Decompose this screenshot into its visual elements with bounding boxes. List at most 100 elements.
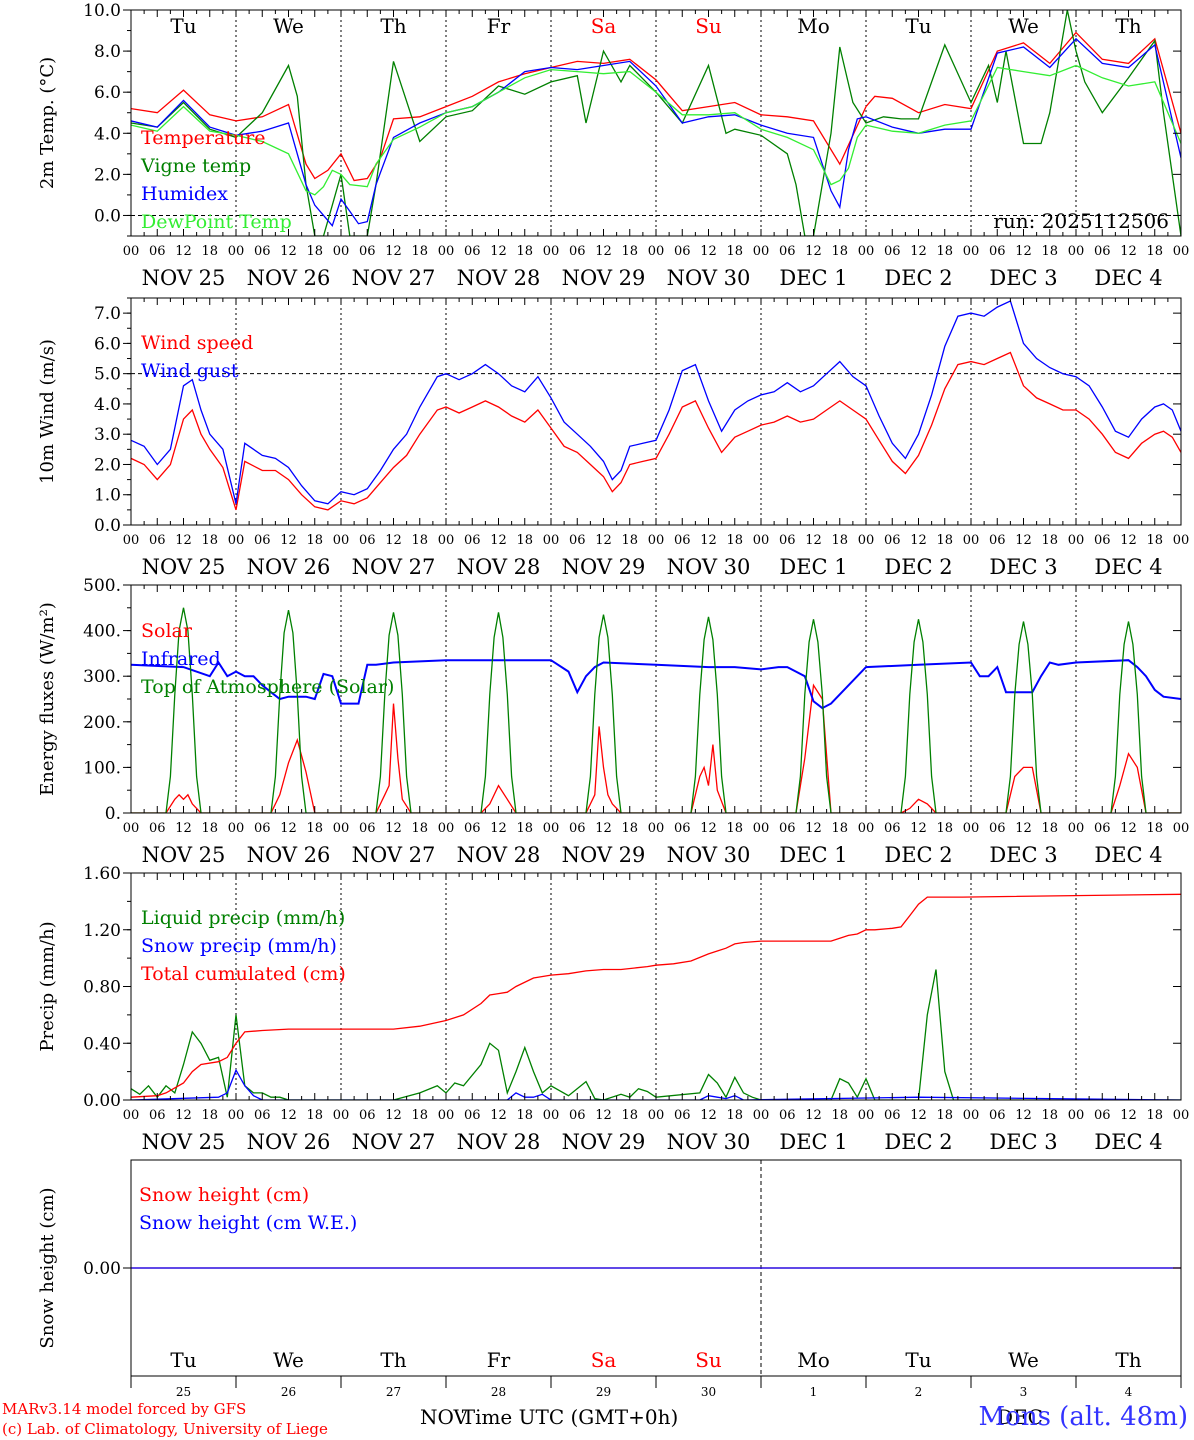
credit-line-1: MARv3.14 model forced by GFS xyxy=(2,1400,247,1418)
hour-tick-label: 18 xyxy=(411,244,428,259)
day-label: DEC 4 xyxy=(1094,843,1162,867)
hour-tick-label: 18 xyxy=(1041,1108,1058,1123)
hour-tick-label: 00 xyxy=(1173,244,1190,259)
y-tick-label: 7.0 xyxy=(94,304,121,324)
day-label: NOV 26 xyxy=(247,843,331,867)
hour-tick-label: 12 xyxy=(700,1108,717,1123)
hour-tick-label: 18 xyxy=(621,821,638,836)
hour-tick-label: 06 xyxy=(464,533,481,548)
hour-tick-label: 12 xyxy=(385,533,402,548)
hour-tick-label: 06 xyxy=(674,244,691,259)
hour-tick-label: 06 xyxy=(779,533,796,548)
hour-tick-label: 06 xyxy=(1094,244,1111,259)
hour-tick-label: 00 xyxy=(543,533,560,548)
day-label: NOV 30 xyxy=(667,266,751,290)
plot-frame xyxy=(130,584,1182,814)
hour-tick-label: 18 xyxy=(726,1108,743,1123)
hour-tick-label: 12 xyxy=(385,1108,402,1123)
hour-tick-label: 06 xyxy=(569,821,586,836)
credit-line-2: (c) Lab. of Climatology, University of L… xyxy=(2,1420,328,1438)
legend-entry: Snow height (cm W.E.) xyxy=(139,1212,357,1234)
hour-tick-label: 00 xyxy=(1173,1108,1190,1123)
day-label: NOV 25 xyxy=(142,1130,226,1154)
y-tick-label: 6.0 xyxy=(94,334,121,354)
series-wind-gust xyxy=(131,300,1181,505)
legend-entry: DewPoint Temp xyxy=(141,211,292,233)
y-tick-label: 0.00 xyxy=(83,1091,121,1111)
series-dewpoint-temp xyxy=(131,64,1181,196)
weekday-label: We xyxy=(1008,14,1039,38)
hour-tick-label: 18 xyxy=(936,244,953,259)
day-label: NOV 27 xyxy=(352,555,436,579)
day-label: DEC 3 xyxy=(989,266,1057,290)
hour-tick-label: 18 xyxy=(516,1108,533,1123)
hour-tick-label: 00 xyxy=(1173,821,1190,836)
weekday-label: We xyxy=(273,14,304,38)
hour-tick-label: 00 xyxy=(123,533,140,548)
hour-tick-label: 12 xyxy=(280,821,297,836)
y-tick-label: 1.60 xyxy=(83,864,121,884)
y-tick-label: 1.20 xyxy=(83,921,121,941)
hour-tick-label: 06 xyxy=(1094,821,1111,836)
y-tick-label: 2.0 xyxy=(94,165,121,185)
hour-tick-label: 18 xyxy=(411,533,428,548)
day-label: DEC 2 xyxy=(884,843,952,867)
hour-tick-label: 12 xyxy=(490,244,507,259)
hour-tick-label: 00 xyxy=(753,244,770,259)
day-label: NOV 28 xyxy=(457,555,541,579)
y-tick-label: 5.0 xyxy=(94,365,121,385)
day-label: NOV 26 xyxy=(247,266,331,290)
legend-entry: Top of Atmosphere (Solar) xyxy=(141,676,394,698)
hour-tick-label: 06 xyxy=(254,533,271,548)
hour-tick-label: 12 xyxy=(490,821,507,836)
hour-tick-label: 18 xyxy=(516,244,533,259)
hour-tick-label: 06 xyxy=(989,244,1006,259)
hour-tick-label: 12 xyxy=(910,533,927,548)
weekday-label: Th xyxy=(380,1348,406,1372)
hour-tick-label: 06 xyxy=(989,1108,1006,1123)
day-number-label: 27 xyxy=(386,1385,401,1399)
day-label: NOV 29 xyxy=(562,1130,646,1154)
hour-tick-label: 06 xyxy=(149,821,166,836)
y-tick-label: 3.0 xyxy=(94,425,121,445)
day-label: NOV 29 xyxy=(562,266,646,290)
hour-tick-label: 00 xyxy=(543,244,560,259)
day-label: NOV 27 xyxy=(352,266,436,290)
day-label: DEC 3 xyxy=(989,843,1057,867)
day-label: DEC 2 xyxy=(884,266,952,290)
weekday-label: Sa xyxy=(591,1348,617,1372)
hour-tick-label: 00 xyxy=(228,244,245,259)
series-vigne-temp xyxy=(131,10,1181,236)
month-label-left: NOV xyxy=(420,1405,469,1429)
y-tick-label: 0. xyxy=(105,804,121,824)
day-label: NOV 26 xyxy=(247,1130,331,1154)
hour-tick-label: 00 xyxy=(1068,533,1085,548)
y-tick-label: 1.0 xyxy=(94,486,121,506)
day-label: DEC 4 xyxy=(1094,266,1162,290)
hour-tick-label: 18 xyxy=(1146,533,1163,548)
day-label: DEC 2 xyxy=(884,1130,952,1154)
day-number-label: 28 xyxy=(491,1385,506,1399)
hour-tick-label: 00 xyxy=(228,821,245,836)
series-solar xyxy=(131,683,1181,813)
hour-tick-label: 00 xyxy=(333,1108,350,1123)
hour-tick-label: 00 xyxy=(123,244,140,259)
hour-tick-label: 06 xyxy=(674,533,691,548)
hour-tick-label: 06 xyxy=(254,821,271,836)
y-axis-label: Energy fluxes (W/m²) xyxy=(37,602,58,796)
legend-entry: Liquid precip (mm/h) xyxy=(141,907,345,929)
hour-tick-label: 18 xyxy=(1041,821,1058,836)
month-label-right: DEC xyxy=(997,1405,1043,1429)
hour-tick-label: 06 xyxy=(779,244,796,259)
hour-tick-label: 00 xyxy=(963,821,980,836)
hour-tick-label: 06 xyxy=(149,533,166,548)
hour-tick-label: 06 xyxy=(359,1108,376,1123)
hour-tick-label: 18 xyxy=(1146,244,1163,259)
hour-tick-label: 00 xyxy=(438,533,455,548)
hour-tick-label: 18 xyxy=(306,533,323,548)
hour-tick-label: 00 xyxy=(123,821,140,836)
hour-tick-label: 00 xyxy=(648,1108,665,1123)
y-tick-label: 200. xyxy=(83,713,121,733)
hour-tick-label: 06 xyxy=(884,533,901,548)
